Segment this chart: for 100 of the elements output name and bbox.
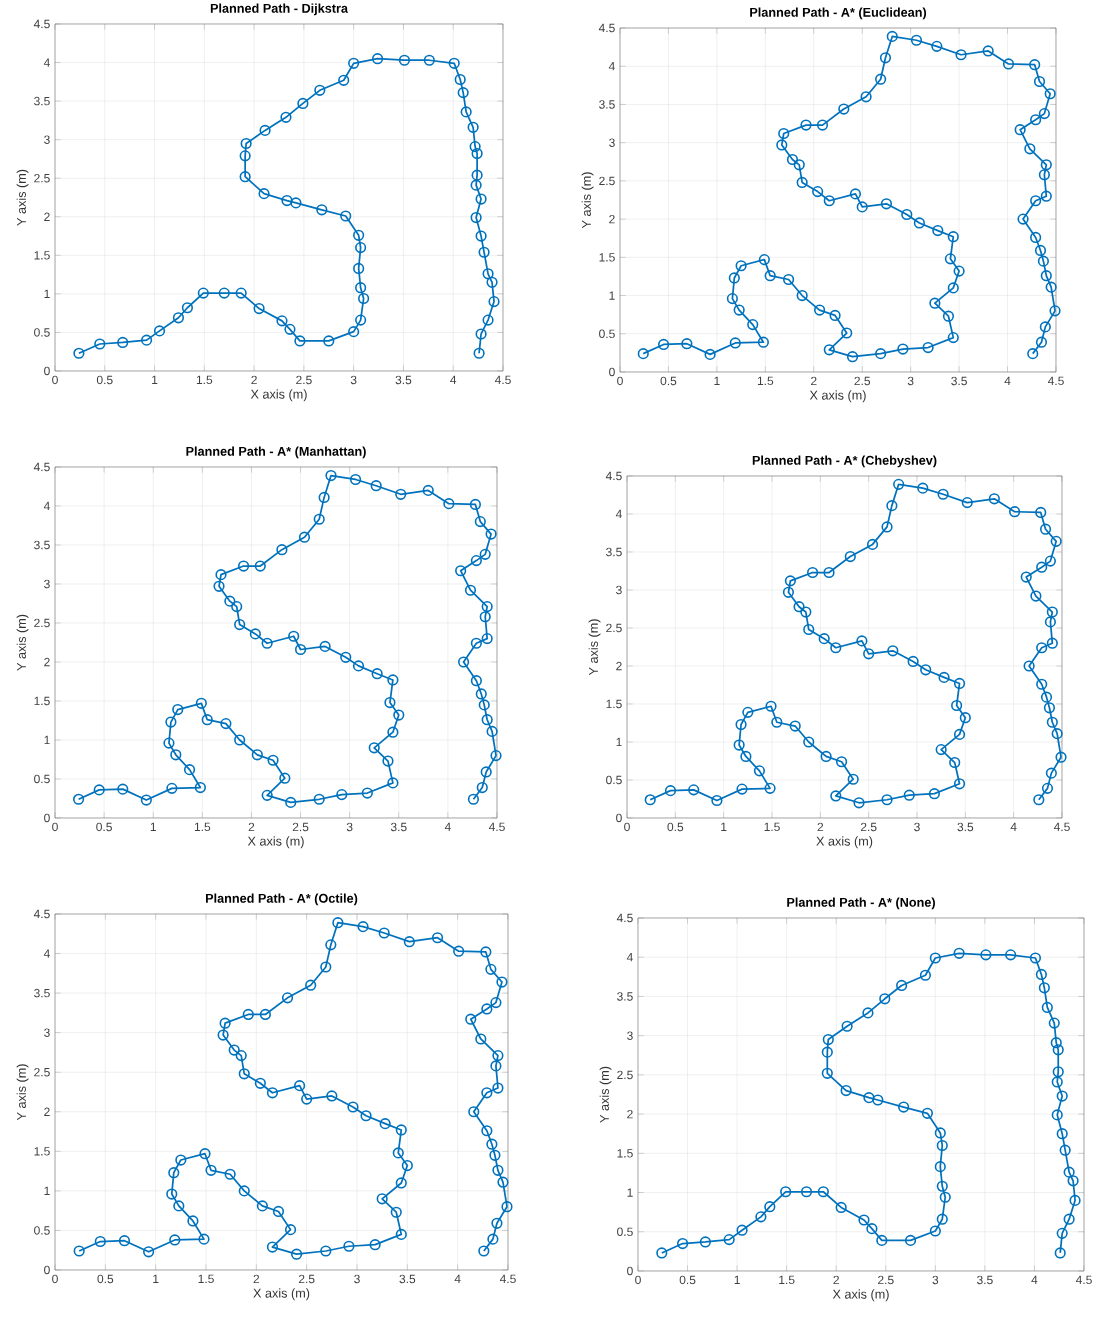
x-axis-title: X axis (m)	[832, 1289, 889, 1302]
x-tick-label: 3	[907, 376, 914, 386]
point	[197, 287, 209, 299]
y-tick-label: 2	[609, 214, 615, 224]
point	[355, 242, 367, 254]
chart-title: Planned Path - Dijkstra	[210, 3, 349, 16]
x-tick-label: 1	[150, 822, 156, 831]
point	[1063, 1213, 1075, 1225]
point	[934, 1127, 946, 1139]
x-tick-label: 4.5	[499, 1274, 516, 1284]
point	[457, 87, 469, 99]
y-axis-title: Y axis (m)	[16, 1064, 29, 1121]
x-tick-label: 3	[914, 822, 920, 832]
point	[980, 949, 992, 961]
y-tick-label: 1	[44, 1186, 50, 1196]
point	[1063, 1166, 1075, 1178]
point	[841, 1020, 853, 1032]
y-tick-label: 0.5	[617, 1227, 633, 1237]
point	[482, 268, 494, 280]
point	[919, 969, 932, 981]
point	[821, 1046, 833, 1058]
x-tick-label: 2.5	[878, 1275, 894, 1285]
point	[218, 287, 230, 299]
point	[353, 229, 365, 241]
point	[1050, 1037, 1062, 1049]
y-tick-label: 3.5	[617, 992, 633, 1001]
x-tick-label: 4.5	[494, 375, 511, 385]
point	[471, 147, 483, 160]
x-tick-label: 4	[454, 1274, 461, 1283]
point	[475, 230, 487, 242]
point	[936, 1180, 948, 1192]
point	[1069, 1194, 1081, 1206]
point	[876, 1234, 888, 1246]
point	[172, 312, 185, 324]
point	[280, 111, 292, 123]
y-tick-label: 4	[626, 953, 633, 962]
point	[316, 204, 328, 216]
x-tick-label: 4.5	[1075, 1275, 1092, 1285]
x-tick-label: 0.5	[667, 822, 684, 832]
chart-title: Planned Path - A* (Manhattan)	[186, 446, 366, 459]
point	[239, 171, 251, 183]
y-tick-label: 1	[627, 1188, 633, 1197]
point	[764, 1201, 776, 1213]
x-tick-label: 0.5	[679, 1275, 696, 1285]
point	[817, 1186, 829, 1198]
point	[314, 84, 326, 96]
x-tick-label: 1	[152, 375, 158, 384]
y-tick-label: 1	[609, 291, 615, 300]
point	[800, 1186, 813, 1198]
point	[473, 347, 485, 359]
y-tick-label: 2.5	[34, 1067, 50, 1077]
point	[239, 150, 251, 162]
x-tick-label: 1	[153, 1274, 159, 1283]
point	[921, 1107, 933, 1119]
x-tick-label: 0.5	[660, 376, 677, 386]
point	[240, 137, 252, 150]
x-tick-label: 3.5	[399, 1274, 416, 1284]
y-tick-label: 4.5	[33, 19, 50, 29]
x-tick-label: 1.5	[779, 1275, 795, 1285]
y-tick-label: 3.5	[34, 96, 50, 106]
point	[471, 169, 483, 181]
point	[73, 347, 85, 359]
y-tick-label: 4.5	[598, 23, 615, 33]
point	[181, 302, 194, 314]
y-tick-label: 1	[44, 735, 50, 745]
chart-title: Planned Path - A* (Octile)	[205, 893, 358, 906]
x-tick-label: 3	[354, 1274, 360, 1284]
y-tick-label: 4.5	[616, 913, 633, 923]
x-tick-label: 2.5	[854, 376, 871, 386]
point	[470, 179, 482, 191]
point	[929, 1225, 941, 1237]
point	[348, 326, 360, 338]
y-tick-label: 0	[627, 1266, 633, 1276]
point	[677, 1237, 689, 1250]
chart-title: Planned Path - A* (None)	[787, 897, 935, 910]
chart-title: Planned Path - A* (Euclidean)	[750, 7, 927, 20]
point	[866, 1223, 878, 1235]
x-tick-label: 1.5	[757, 376, 774, 386]
point	[482, 314, 494, 326]
x-tick-label: 1	[714, 376, 720, 385]
y-tick-label: 2.5	[34, 173, 50, 183]
point	[723, 1234, 735, 1246]
y-tick-label: 2.5	[599, 176, 615, 186]
x-tick-label: 0	[635, 1275, 641, 1285]
x-tick-label: 3.5	[390, 822, 407, 832]
point	[297, 97, 309, 110]
x-tick-label: 2	[833, 1275, 839, 1285]
point	[323, 335, 335, 347]
point	[736, 1224, 748, 1236]
y-tick-label: 3.5	[34, 540, 50, 550]
point	[478, 246, 490, 258]
x-tick-label: 3.5	[957, 822, 974, 832]
point	[755, 1211, 767, 1223]
x-axis-title: X axis (m)	[247, 836, 304, 849]
y-tick-label: 4.5	[33, 909, 50, 919]
point	[1054, 1247, 1066, 1259]
y-tick-label: 0	[44, 366, 50, 376]
x-tick-label: 2.5	[860, 822, 877, 832]
x-tick-label: 3	[350, 375, 357, 385]
y-tick-label: 0.5	[34, 774, 50, 784]
